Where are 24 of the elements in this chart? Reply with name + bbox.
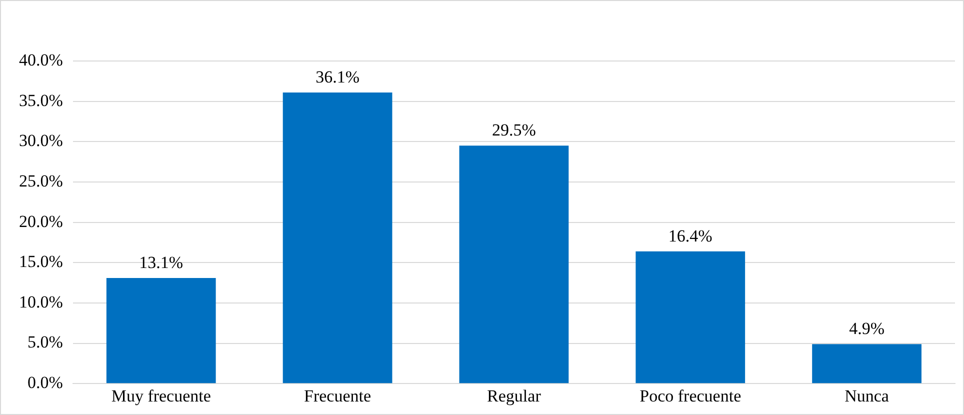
x-tick-label: Muy frecuente [111,386,211,406]
y-tick-label: 30.0% [18,131,63,150]
y-tick-label: 15.0% [18,252,63,272]
bar [106,278,216,384]
bar [636,251,746,384]
y-tick-label: 10.0% [18,292,63,312]
data-label: 13.1% [139,252,184,272]
data-label: 4.9% [849,319,884,338]
data-label: 16.4% [668,226,712,246]
bar [459,146,569,384]
y-tick-label: 35.0% [18,90,63,110]
y-tick-label: 5.0% [27,332,63,352]
data-label: 29.5% [492,120,536,140]
x-tick-label: Frecuente [304,386,372,406]
x-tick-label: Nunca [844,386,890,406]
y-tick-label: 20.0% [18,212,63,231]
x-tick-label: Regular [487,386,542,406]
x-tick-label: Poco frecuente [640,386,742,406]
y-tick-label: 0.0% [27,373,63,392]
bar [812,344,922,384]
y-tick-label: 40.0% [18,50,63,70]
data-label: 36.1% [316,67,360,86]
y-tick-label: 25.0% [18,171,63,190]
bar [282,92,392,384]
